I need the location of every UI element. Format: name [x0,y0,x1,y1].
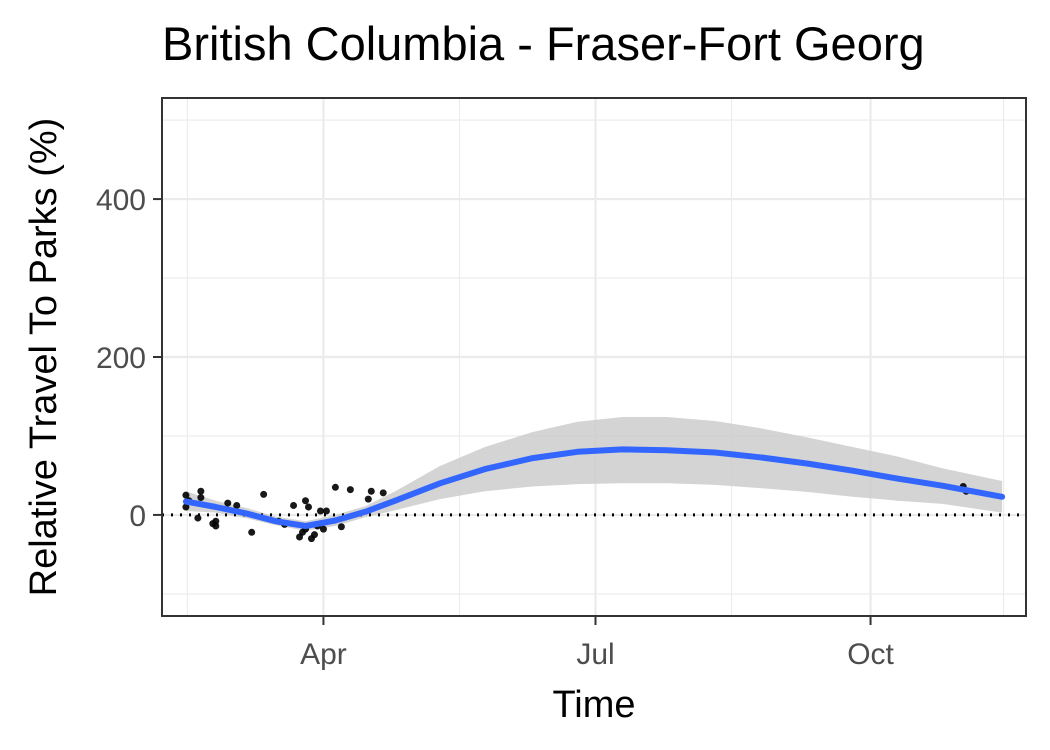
y-tick-label: 0 [129,500,146,533]
data-point [212,517,220,525]
data-point [248,528,256,536]
x-axis: Apr Jul Oct [300,616,895,671]
data-point [233,501,241,509]
data-point [379,489,387,497]
data-point [302,497,310,505]
data-point [322,507,330,515]
data-point [316,507,324,515]
data-point [346,486,354,494]
x-tick-label: Jul [576,638,614,671]
data-point [364,495,372,503]
data-point [310,531,318,539]
data-point [194,514,202,522]
data-point [319,525,327,533]
data-point [367,487,375,495]
x-tick-label: Apr [300,638,347,671]
y-axis: 0 200 400 [96,184,162,533]
data-point [182,503,190,511]
smooth-trend-line [182,446,1006,529]
y-axis-title: Relative Travel To Parks (%) [23,118,65,597]
data-point [182,491,190,499]
data-point [337,523,345,531]
data-point [290,501,298,509]
y-tick-label: 200 [96,342,146,375]
x-tick-label: Oct [847,638,894,671]
data-point [224,499,232,507]
data-point [331,483,339,491]
data-point [260,490,268,498]
data-point [197,494,205,502]
y-tick-label: 400 [96,184,146,217]
data-point [304,503,312,511]
data-point [197,487,205,495]
x-axis-title: Time [552,684,635,726]
chart-title: British Columbia - Fraser-Fort Georg [162,17,925,70]
